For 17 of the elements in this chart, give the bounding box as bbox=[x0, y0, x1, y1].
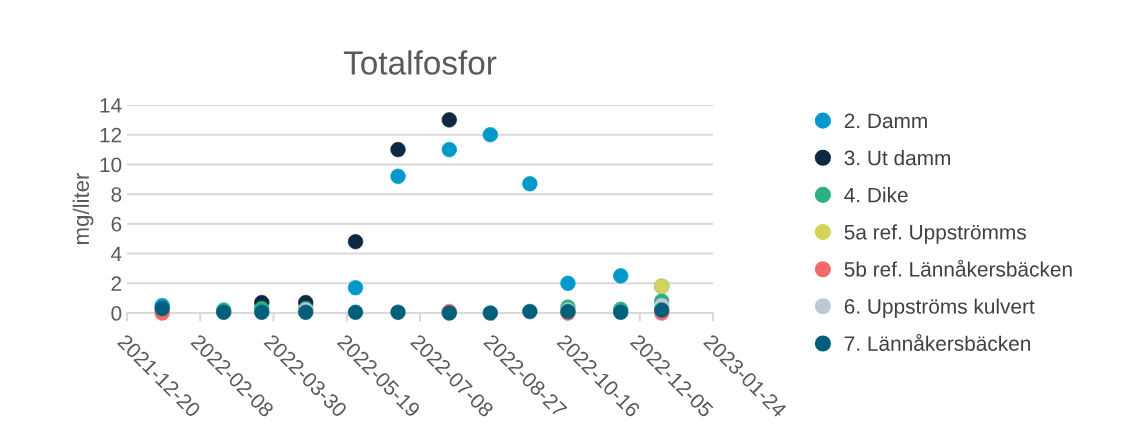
y-tick-label: 10 bbox=[100, 157, 122, 173]
y-tick-label: 14 bbox=[100, 98, 122, 113]
y-tick-label: 6 bbox=[111, 216, 122, 232]
legend-label: 5b ref. Lännåkersbäcken bbox=[844, 259, 1072, 277]
legend-label: 6. Uppströms kulvert bbox=[844, 298, 1035, 318]
y-axis-title: mg/liter bbox=[72, 172, 94, 244]
legend-label: 4. Dike bbox=[844, 187, 908, 203]
y-tick-label: 4 bbox=[111, 246, 122, 262]
y-tick-label: 12 bbox=[100, 127, 122, 143]
y-tick-label: 2 bbox=[111, 276, 122, 291]
y-tick-label: 0 bbox=[111, 306, 122, 321]
y-tick-label: 8 bbox=[111, 187, 122, 202]
legend-label: 7. Lännåkersbäcken bbox=[844, 333, 1031, 351]
legend-label: 5a ref. Uppströmms bbox=[844, 224, 1026, 244]
legend-label: 3. Ut damm bbox=[844, 149, 951, 166]
chart-title: Totalfosfor bbox=[343, 50, 497, 75]
legend-label: 2. Damm bbox=[844, 113, 927, 129]
